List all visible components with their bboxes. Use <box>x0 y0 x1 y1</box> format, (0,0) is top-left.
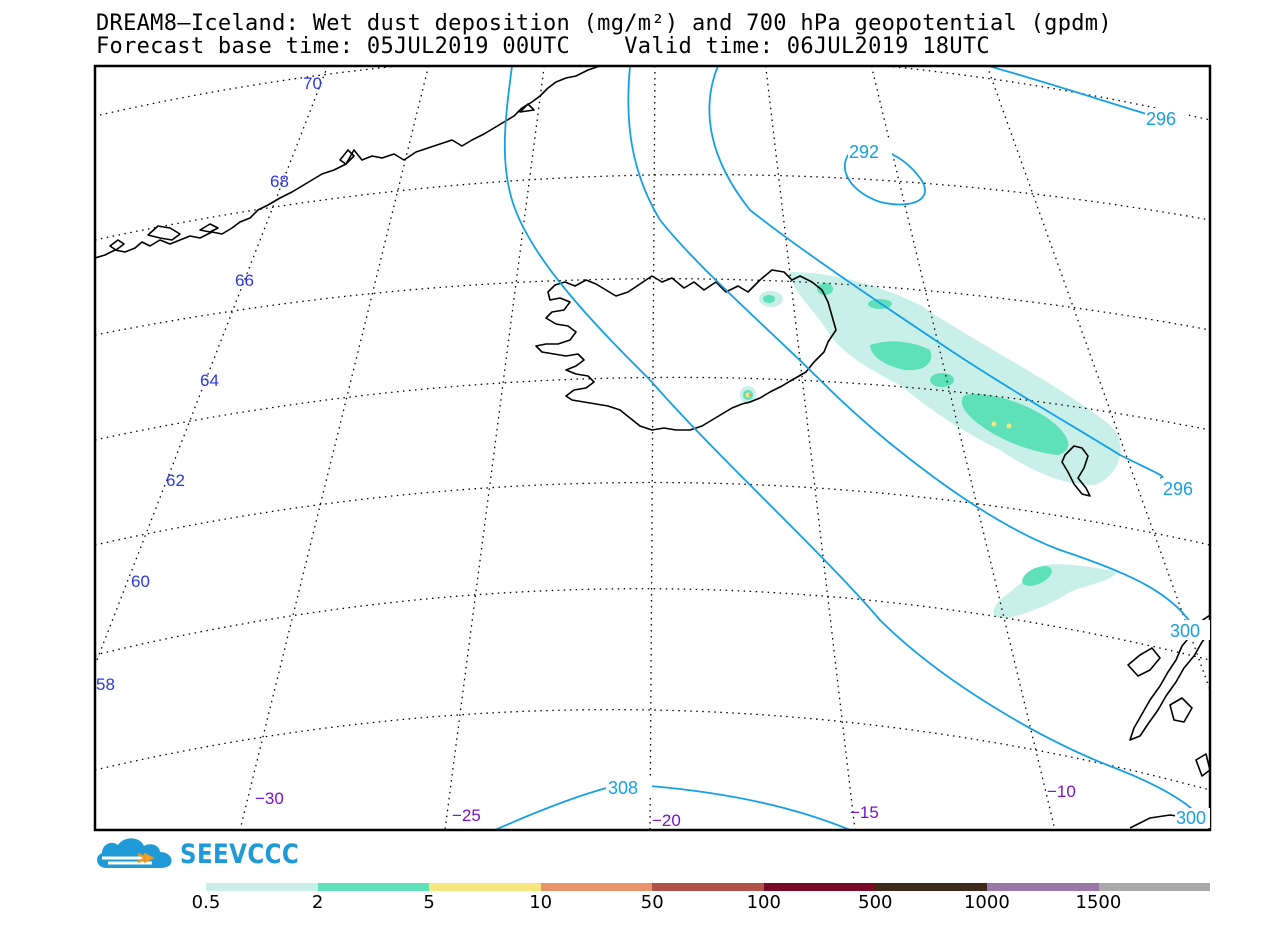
lat-label-64: 64 <box>200 371 219 390</box>
legend-label: 5 <box>423 892 435 913</box>
geopotential-contours <box>494 66 1210 830</box>
logo-text: SEEVCCC <box>180 838 300 870</box>
contour-label-308: 308 <box>608 778 638 798</box>
legend-label: 1000 <box>963 892 1010 913</box>
lon-label-minus25: −25 <box>452 806 481 825</box>
latitude-graticule <box>95 66 1210 791</box>
longitude-graticule <box>95 66 1210 830</box>
map-subtitle-times: Forecast base time: 05JUL2019 00UTC Vali… <box>96 34 990 59</box>
legend-swatch <box>317 883 430 891</box>
lat-label-68: 68 <box>270 172 289 191</box>
legend-label: 500 <box>858 892 893 913</box>
dust-deposition-shading <box>740 272 1121 619</box>
legend-label: 50 <box>640 892 664 913</box>
coastlines <box>95 66 1210 829</box>
cloud-logo-icon <box>97 838 172 868</box>
lon-label-minus20: −20 <box>652 811 681 830</box>
legend-label: 2 <box>311 892 324 913</box>
contour-label-300-right: 300 <box>1170 621 1200 641</box>
lat-label-66: 66 <box>235 271 254 290</box>
legend-swatch <box>429 883 541 891</box>
lat-label-60: 60 <box>131 572 150 591</box>
legend-label: 1500 <box>1075 892 1122 913</box>
lon-label-minus30: −30 <box>255 789 284 808</box>
contour-label-296-right: 296 <box>1163 479 1193 499</box>
legend-swatch <box>986 883 1099 891</box>
legend-swatch <box>206 883 318 891</box>
contour-label-292: 292 <box>849 142 879 162</box>
legend-label: 0.5 <box>191 892 221 913</box>
legend-colorbar <box>206 883 1211 891</box>
legend-swatch <box>1098 883 1211 891</box>
map-frame <box>93 64 1212 832</box>
lon-label-minus15: −15 <box>850 803 879 822</box>
legend-label: 100 <box>746 892 781 913</box>
legend-swatch <box>652 883 764 891</box>
legend-swatch <box>763 883 876 891</box>
lat-label-70: 70 <box>303 74 322 93</box>
legend-label: 10 <box>529 892 553 913</box>
lat-label-62: 62 <box>166 471 185 490</box>
legend-swatch <box>540 883 653 891</box>
map-title: DREAM8–Iceland: Wet dust deposition (mg/… <box>96 11 1112 36</box>
contour-label-300-bottom: 300 <box>1176 808 1206 828</box>
seevccc-logo: SEEVCCC <box>94 836 320 872</box>
lon-label-minus10: −10 <box>1047 782 1076 801</box>
contour-label-296-top: 296 <box>1146 109 1176 129</box>
lat-label-58: 58 <box>96 675 115 694</box>
legend-swatch <box>875 883 987 891</box>
